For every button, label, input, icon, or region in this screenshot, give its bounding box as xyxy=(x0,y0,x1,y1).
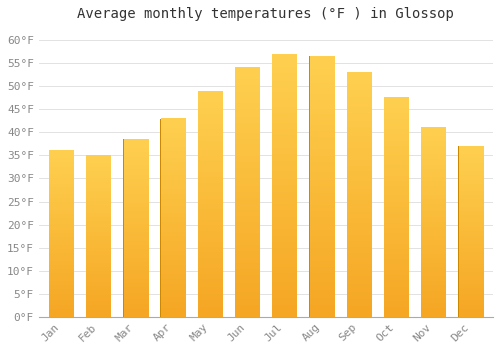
Bar xyxy=(160,119,186,317)
Bar xyxy=(48,151,74,317)
Bar xyxy=(384,98,408,317)
Bar xyxy=(198,91,222,317)
Title: Average monthly temperatures (°F ) in Glossop: Average monthly temperatures (°F ) in Gl… xyxy=(78,7,454,21)
Bar xyxy=(458,146,483,317)
Bar xyxy=(310,56,334,317)
Bar xyxy=(235,68,260,317)
Bar xyxy=(346,72,372,317)
Bar xyxy=(86,155,111,317)
Bar xyxy=(421,128,446,317)
Bar xyxy=(123,139,148,317)
Bar xyxy=(272,54,297,317)
